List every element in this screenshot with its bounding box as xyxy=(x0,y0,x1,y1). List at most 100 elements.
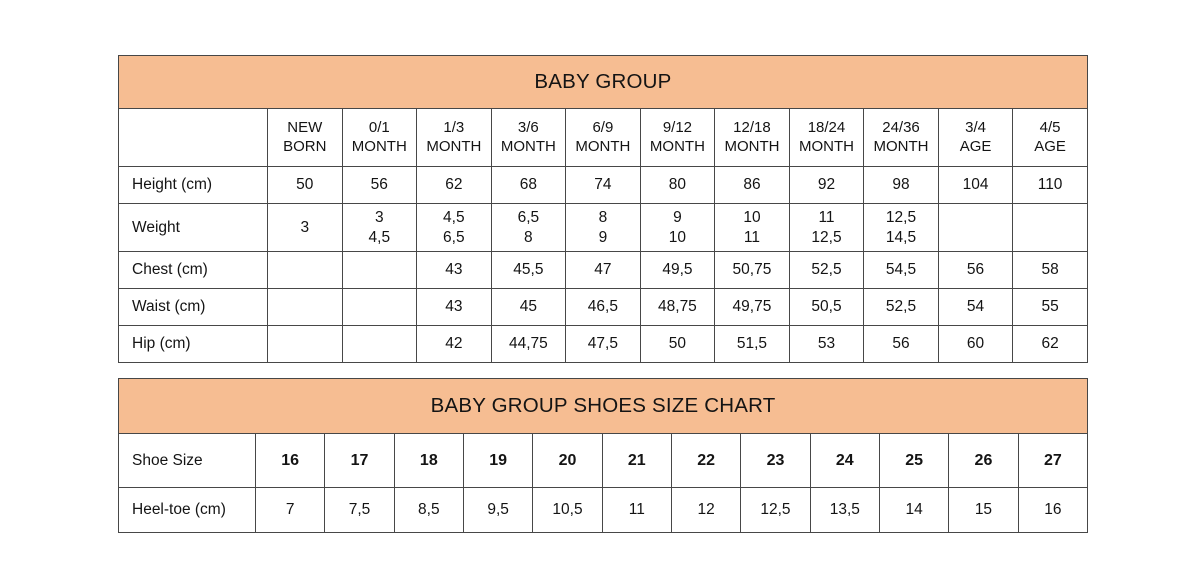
table-cell: 6,5 8 xyxy=(490,203,567,252)
shoes-size-table: BABY GROUP SHOES SIZE CHART Shoe Size 16 1… xyxy=(117,378,1089,533)
cell-value-min: 3 xyxy=(374,209,384,227)
table-cell: 54 xyxy=(937,288,1014,326)
table-row: Heel-toe (cm) 7 7,5 8,5 9,5 10,5 11 12 12,5 13,5 1… xyxy=(118,487,1089,533)
table-cell xyxy=(937,203,1014,252)
baby-group-column-header: 18/24 MONTH xyxy=(788,108,865,167)
table-cell: 49,75 xyxy=(714,288,790,326)
table-cell: 52,5 xyxy=(863,288,939,326)
cell-value-max: 12,5 xyxy=(811,228,842,246)
row-label: Heel-toe (cm) xyxy=(118,487,256,533)
column-header-line1: 3/4 xyxy=(965,119,986,137)
table-cell: 20 xyxy=(532,433,603,488)
table-cell: 56 xyxy=(341,166,418,204)
table-cell: 19 xyxy=(462,433,534,488)
table-cell: 44,75 xyxy=(490,325,567,363)
cell-value-min: 6,5 xyxy=(517,209,540,227)
table-cell: 9 10 xyxy=(639,203,716,252)
table-cell: 60 xyxy=(937,325,1014,363)
table-cell: 4,5 6,5 xyxy=(416,203,492,252)
baby-group-header-corner xyxy=(118,108,268,167)
row-label: Hip (cm) xyxy=(118,325,268,363)
table-cell: 54,5 xyxy=(863,251,939,289)
column-header-line1: 3/6 xyxy=(517,119,539,137)
table-cell: 12,5 xyxy=(740,487,811,533)
table-row: Waist (cm) 43 45 46,5 48,75 49,75 50,5 52,5 54 55 xyxy=(118,288,1088,326)
cell-value-max: 9 xyxy=(598,228,608,246)
baby-group-column-header: 1/3 MONTH xyxy=(416,108,492,167)
table-cell: 25 xyxy=(878,433,950,488)
table-cell: 51,5 xyxy=(714,325,790,363)
table-cell: 56 xyxy=(863,325,939,363)
column-header-line1: 1/3 xyxy=(443,119,465,137)
table-cell: 45 xyxy=(490,288,567,326)
table-row: Weight 3 3 4,5 4,5 6,5 6,5 8 8 9 9 10 10 11 11 12,5 12,5… xyxy=(118,203,1088,252)
table-cell: 17 xyxy=(324,433,395,488)
column-header-line2: AGE xyxy=(1034,137,1066,155)
shoes-title-row: BABY GROUP SHOES SIZE CHART xyxy=(117,378,1089,434)
cell-value-min: 4,5 xyxy=(443,209,465,227)
row-label: Height (cm) xyxy=(118,166,268,204)
column-header-line1: 12/18 xyxy=(733,119,771,137)
table-cell: 45,5 xyxy=(490,251,567,289)
table-cell: 18 xyxy=(393,433,464,488)
row-label: Chest (cm) xyxy=(118,251,268,289)
table-cell: 47 xyxy=(565,251,641,289)
table-cell: 80 xyxy=(639,166,716,204)
table-cell xyxy=(1012,203,1088,252)
table-cell: 110 xyxy=(1012,166,1088,204)
table-row: Shoe Size 16 17 18 19 20 21 22 23 24 25 26 27 xyxy=(118,433,1089,488)
table-cell: 21 xyxy=(601,433,672,488)
baby-group-column-header: 0/1 MONTH xyxy=(341,108,418,167)
column-header-line2: BORN xyxy=(283,137,327,155)
shoes-title: BABY GROUP SHOES SIZE CHART xyxy=(117,378,1089,434)
table-cell: 74 xyxy=(565,166,641,204)
table-cell: 50,5 xyxy=(788,288,865,326)
baby-group-column-header: 3/4 AGE xyxy=(937,108,1014,167)
baby-group-column-header: 9/12 MONTH xyxy=(639,108,716,167)
table-cell: 26 xyxy=(948,433,1019,488)
table-cell xyxy=(341,251,418,289)
cell-value-min: 12,5 xyxy=(885,209,917,227)
table-cell: 56 xyxy=(937,251,1014,289)
table-cell: 58 xyxy=(1012,251,1088,289)
baby-group-column-header-row: NEW BORN 0/1 MONTH 1/3 MONTH 3/6 MONTH 6/9 MONTH 9… xyxy=(118,108,1088,167)
baby-group-title: BABY GROUP xyxy=(118,55,1088,109)
table-cell: 7,5 xyxy=(324,487,395,533)
table-cell: 53 xyxy=(788,325,865,363)
table-cell: 14 xyxy=(878,487,950,533)
table-row: Chest (cm) 43 45,5 47 49,5 50,75 52,5 54,5 56 58 xyxy=(118,251,1088,289)
table-cell: 10 11 xyxy=(714,203,790,252)
table-cell: 23 xyxy=(740,433,811,488)
table-row: Hip (cm) 42 44,75 47,5 50 51,5 53 56 60 62 xyxy=(118,325,1088,363)
table-cell xyxy=(267,325,343,363)
column-header-line2: AGE xyxy=(959,137,992,155)
table-row: Height (cm) 50 56 62 68 74 80 86 92 98 104 110 xyxy=(118,166,1088,204)
table-cell: 7 xyxy=(254,487,326,533)
table-cell xyxy=(267,288,343,326)
column-header-line1: 24/36 xyxy=(882,119,920,137)
table-cell: 3 4,5 xyxy=(341,203,418,252)
cell-value-min: 8 xyxy=(598,209,608,227)
cell-value-max: 8 xyxy=(524,228,533,246)
table-cell: 86 xyxy=(714,166,790,204)
table-cell: 68 xyxy=(490,166,567,204)
table-cell: 27 xyxy=(1017,433,1089,488)
table-cell xyxy=(267,251,343,289)
table-cell: 50 xyxy=(267,166,343,204)
table-cell: 16 xyxy=(1017,487,1089,533)
row-label: Waist (cm) xyxy=(118,288,268,326)
cell-value-max: 6,5 xyxy=(443,228,465,246)
cell-value-max: 11 xyxy=(743,228,760,246)
column-header-line1: 0/1 xyxy=(368,119,390,137)
table-cell: 24 xyxy=(809,433,880,488)
column-header-line2: MONTH xyxy=(649,137,705,155)
table-cell: 12,5 14,5 xyxy=(863,203,939,252)
column-header-line2: MONTH xyxy=(426,137,482,155)
table-cell: 47,5 xyxy=(565,325,641,363)
baby-group-column-header: 12/18 MONTH xyxy=(714,108,790,167)
table-cell: 22 xyxy=(670,433,742,488)
table-cell: 104 xyxy=(937,166,1014,204)
column-header-line2: MONTH xyxy=(575,137,631,155)
